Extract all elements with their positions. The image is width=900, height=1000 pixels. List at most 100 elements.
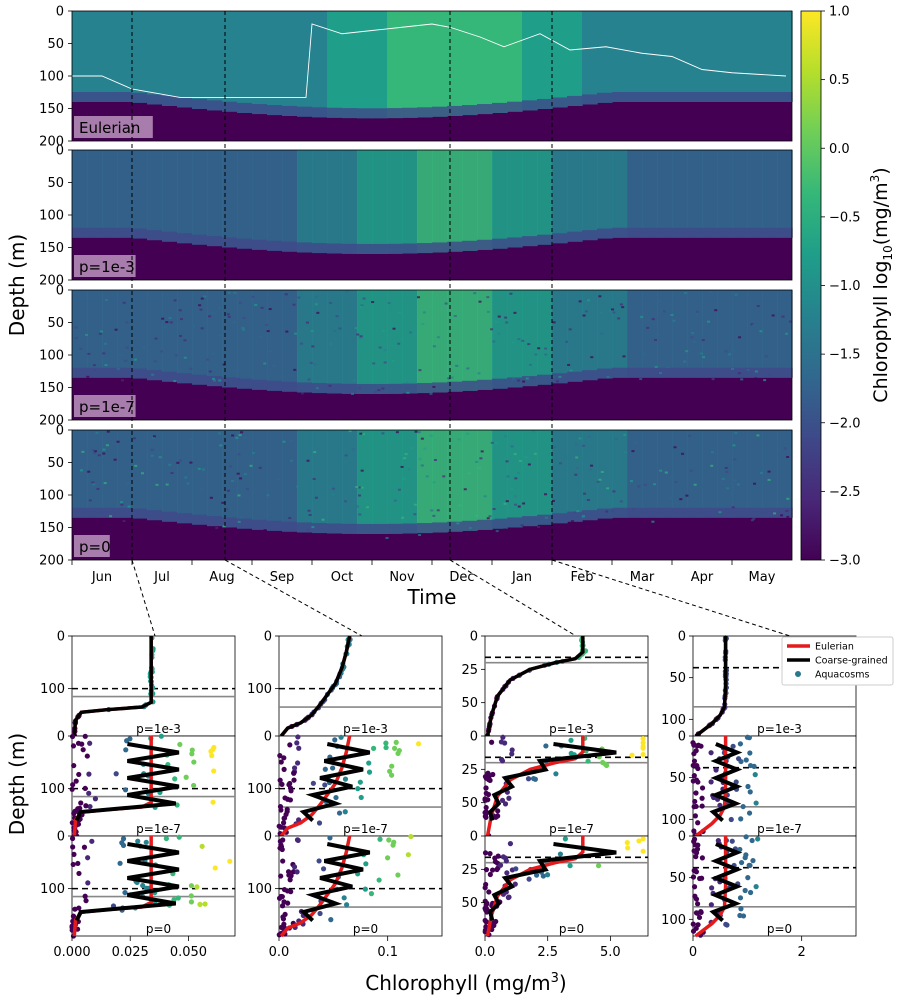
heatmap-transition — [102, 92, 118, 102]
heatmap-column — [612, 430, 628, 518]
heatmap-noise — [589, 469, 592, 471]
heatmap-noise — [293, 304, 296, 306]
heatmap-noise — [646, 327, 649, 329]
profile-x-tick-label: 2.5 — [537, 945, 558, 960]
legend-label: Aquacosms — [815, 670, 869, 681]
heatmap-noise — [329, 385, 332, 387]
aquacosm-point — [754, 884, 759, 889]
heatmap-transition — [447, 382, 463, 392]
heatmap-noise — [711, 451, 714, 453]
heatmap-noise — [121, 379, 124, 381]
heatmap-transition — [702, 228, 718, 238]
heatmap-column — [522, 430, 538, 526]
aquacosm-point — [280, 914, 285, 919]
depth-axis-label-bottom: Depth (m) — [5, 733, 29, 835]
heatmap-noise — [105, 299, 108, 301]
heatmap-noise — [529, 364, 532, 366]
aquacosm-point — [359, 795, 364, 800]
aquacosm-point — [493, 859, 498, 864]
heatmap-noise — [612, 311, 615, 313]
profile-y-tick-label: 50 — [461, 896, 478, 911]
heatmap-transition — [657, 228, 673, 238]
heatmap-noise — [674, 481, 677, 483]
heatmap-transition — [267, 241, 283, 251]
heatmap-noise — [512, 378, 515, 380]
aquacosm-point — [288, 788, 293, 793]
aquacosm-point — [93, 796, 98, 801]
heatmap-transition — [477, 520, 493, 530]
aquacosm-point — [553, 771, 558, 776]
heatmap-noise — [487, 517, 490, 519]
heatmap-transition — [117, 228, 133, 238]
heatmap-transition — [132, 369, 148, 379]
aquacosm-point — [70, 734, 75, 739]
heatmap-noise — [85, 334, 88, 336]
heatmap-noise — [100, 331, 103, 333]
heatmap-noise — [588, 436, 591, 438]
heatmap-noise — [473, 292, 476, 294]
aquacosm-point — [87, 741, 92, 746]
heatmap-noise — [631, 450, 634, 452]
heatmap-column — [747, 290, 763, 378]
heatmap-column — [282, 150, 298, 252]
heatmap-noise — [414, 504, 417, 506]
heatmap-noise — [179, 460, 182, 462]
x-tick-label: Mar — [630, 570, 655, 585]
heatmap-transition — [402, 108, 418, 118]
x-tick-label: Aug — [209, 570, 234, 585]
heatmap-noise — [544, 493, 547, 495]
aquacosm-point — [291, 778, 296, 783]
heatmap-transition — [687, 92, 703, 102]
heatmap-noise — [288, 517, 291, 519]
heatmap-noise — [386, 537, 389, 539]
heatmap-noise — [514, 477, 517, 479]
heatmap-column — [492, 430, 508, 529]
heatmap-column — [507, 150, 523, 247]
aquacosm-point — [563, 836, 568, 841]
profile-row-label: p=1e-7 — [136, 822, 181, 836]
heatmap-noise — [506, 475, 509, 477]
heatmap-transition — [552, 373, 568, 383]
heatmap-transition — [492, 239, 508, 249]
aquacosm-point — [692, 758, 697, 763]
heatmap-noise — [760, 472, 763, 474]
aquacosm-point — [691, 743, 696, 748]
profile-frame — [693, 836, 856, 936]
aquacosm-point — [603, 762, 608, 767]
heatmap-noise — [693, 341, 696, 343]
aquacosm-point — [499, 739, 504, 744]
heatmap-noise — [517, 472, 520, 474]
heatmap-transition — [417, 383, 433, 393]
heatmap-noise — [732, 444, 735, 446]
heatmap-transition — [132, 93, 148, 103]
heatmap-transition — [147, 370, 163, 380]
heatmap-column — [387, 430, 403, 534]
aquacosm-point — [755, 836, 760, 841]
heatmap-noise — [714, 309, 717, 311]
y-tick-label: 100 — [39, 70, 64, 85]
heatmap-column — [672, 290, 688, 378]
heatmap-transition — [222, 102, 238, 112]
heatmap-noise — [600, 312, 603, 314]
heatmap-column — [477, 11, 493, 114]
heatmap-noise — [620, 500, 623, 502]
aquacosm-point — [708, 750, 713, 755]
profile-y-tick-label: 0 — [57, 730, 65, 745]
heatmap-column — [582, 150, 598, 240]
heatmap-noise — [624, 451, 627, 453]
aquacosm-point — [700, 803, 705, 808]
heatmap-column — [702, 11, 718, 102]
heatmap-transition — [162, 96, 178, 106]
aquacosm-point — [76, 905, 81, 910]
aquacosm-point — [202, 901, 207, 906]
aquacosm-point — [75, 861, 80, 866]
heatmap-noise — [233, 321, 236, 323]
heatmap-noise — [738, 372, 741, 374]
heatmap-transition — [687, 508, 703, 518]
aquacosm-point — [753, 772, 758, 777]
aquacosm-point — [83, 898, 88, 903]
heatmap-transition — [747, 92, 763, 102]
profile-subplot: 050100p=0 — [661, 830, 856, 938]
heatmap-column — [537, 430, 553, 525]
heatmap-noise — [237, 378, 240, 380]
